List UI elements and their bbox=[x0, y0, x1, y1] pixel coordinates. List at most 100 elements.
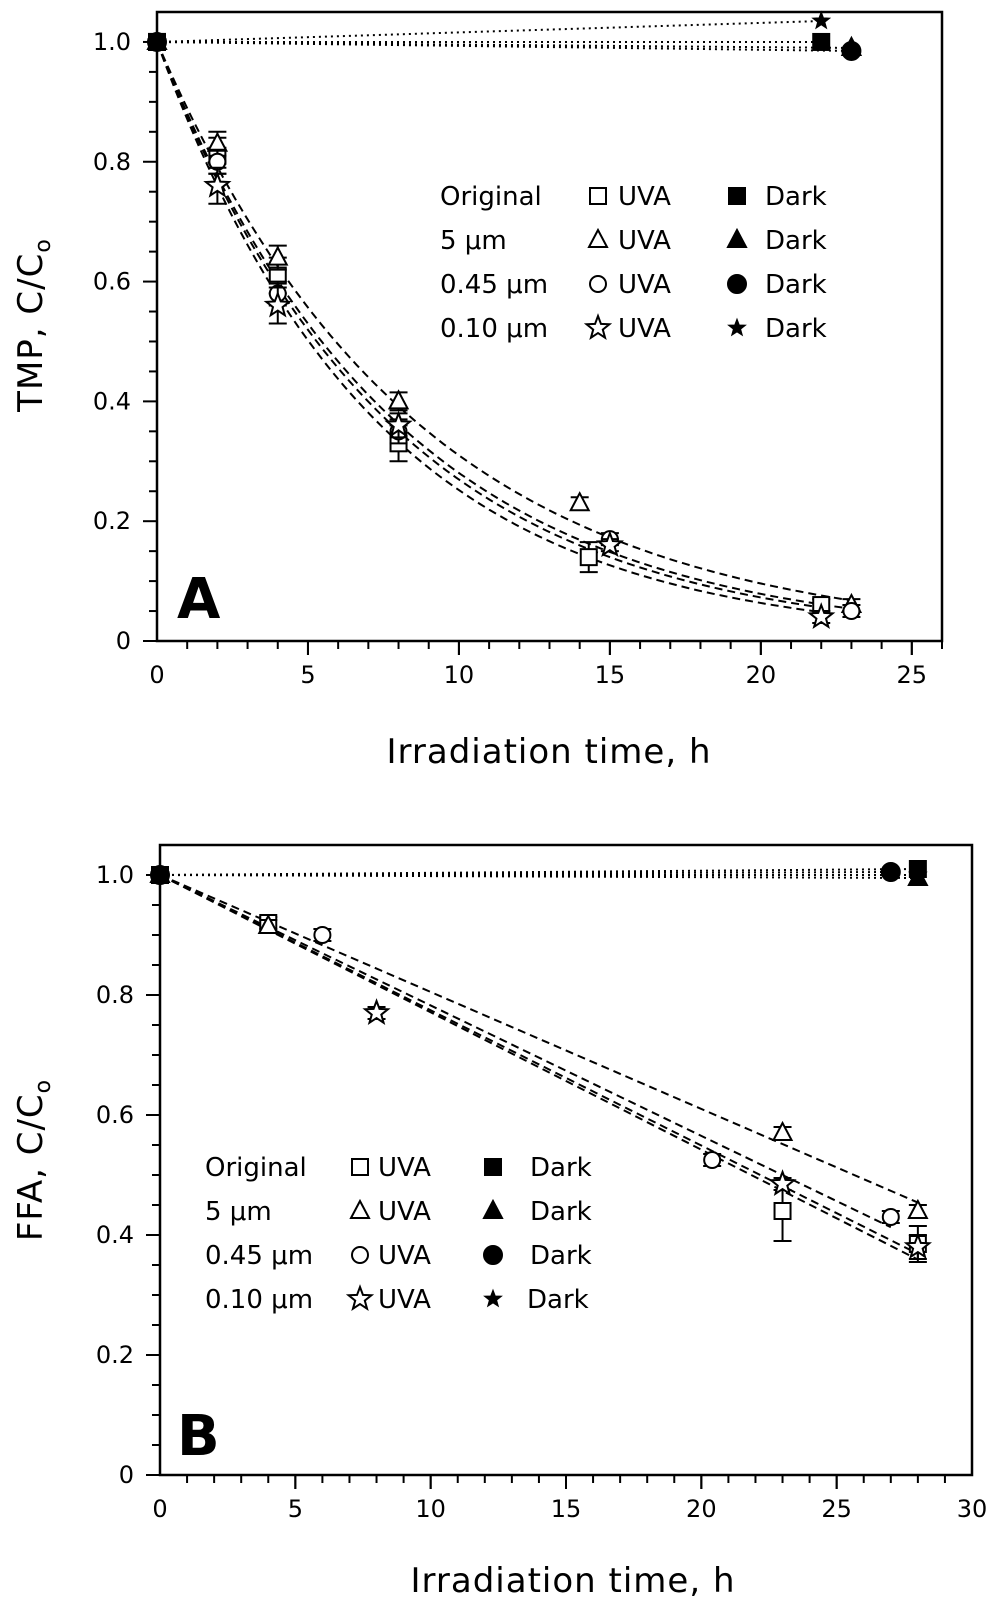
fit-line bbox=[159, 874, 892, 1229]
y-tick-label: 0.4 bbox=[93, 387, 131, 415]
legend-symbol bbox=[727, 317, 747, 337]
data-point bbox=[387, 389, 410, 410]
data-point bbox=[771, 1120, 794, 1141]
x-tick-label: 15 bbox=[551, 1495, 582, 1523]
data-point bbox=[811, 10, 832, 30]
dark-control-line bbox=[156, 19, 822, 43]
y-tick-label: 0.2 bbox=[93, 507, 131, 535]
y-tick-label: 0.8 bbox=[93, 148, 131, 176]
legend-uva-label: UVA bbox=[618, 270, 671, 300]
x-tick-label: 20 bbox=[686, 1495, 717, 1523]
data-point bbox=[206, 131, 229, 152]
legend-marker-dark bbox=[726, 227, 748, 248]
legend-filter-label: 5 μm bbox=[440, 226, 507, 256]
fit-curve bbox=[156, 41, 852, 610]
legend-uva-label: UVA bbox=[618, 182, 671, 212]
data-points bbox=[149, 860, 932, 1263]
legend-marker-uva bbox=[589, 275, 607, 293]
legend-row: 0.45 μm UVA Dark bbox=[205, 1241, 592, 1271]
y-tick-label: 0 bbox=[116, 627, 131, 655]
data-point bbox=[203, 170, 232, 198]
data-point bbox=[903, 1232, 932, 1260]
data-point bbox=[842, 602, 861, 621]
legend-filter-label: 0.10 μm bbox=[205, 1285, 313, 1315]
dark-control-line bbox=[156, 40, 852, 49]
fit-line bbox=[159, 874, 919, 1255]
y-tick-label: 1.0 bbox=[96, 861, 134, 889]
data-point bbox=[313, 926, 332, 944]
legend-filter-label: Original bbox=[440, 182, 542, 212]
legend-filter-label: 5 μm bbox=[205, 1197, 272, 1227]
panel-label: B bbox=[177, 1404, 220, 1469]
legend-marker-uva bbox=[583, 313, 613, 341]
legend-row: 5 μm UVA Dark bbox=[440, 226, 827, 256]
data-point bbox=[267, 245, 289, 266]
legend-row: 0.10 μm UVA Dark bbox=[205, 1284, 589, 1315]
x-tick-label: 5 bbox=[288, 1495, 303, 1523]
y-axis-title: TMP, C/Co bbox=[11, 238, 56, 413]
data-point bbox=[773, 1202, 792, 1220]
legend-marker-dark bbox=[483, 1245, 503, 1265]
legend-dark-label: Dark bbox=[530, 1197, 592, 1227]
legend-marker-uva bbox=[349, 1198, 371, 1219]
legend-marker-uva bbox=[345, 1284, 375, 1312]
y-tick-label: 0.8 bbox=[96, 981, 134, 1009]
legend-symbol bbox=[483, 1288, 503, 1308]
legend-row: 0.10 μm UVA Dark bbox=[440, 313, 827, 344]
data-point bbox=[579, 548, 598, 567]
data-point bbox=[880, 862, 901, 882]
y-tick-label: 0.6 bbox=[96, 1101, 134, 1129]
x-axis-title: Irradiation time, h bbox=[411, 1561, 736, 1601]
data-point bbox=[907, 1198, 929, 1219]
legend-symbol bbox=[727, 274, 747, 294]
data-point bbox=[257, 913, 279, 934]
legend-marker-dark bbox=[483, 1288, 503, 1308]
y-tick-label: 0.6 bbox=[93, 268, 131, 296]
legend-uva-label: UVA bbox=[378, 1285, 431, 1315]
y-tick-label: 0.4 bbox=[96, 1221, 134, 1249]
panel-label: A bbox=[177, 567, 221, 632]
legend-uva-label: UVA bbox=[618, 314, 671, 344]
legend-symbol bbox=[484, 1158, 502, 1176]
fit-curve bbox=[156, 41, 822, 614]
data-point bbox=[841, 40, 862, 61]
legend-symbol bbox=[349, 1198, 371, 1219]
legend-row: 5 μm UVA Dark bbox=[205, 1197, 592, 1227]
legend-marker-uva bbox=[351, 1246, 369, 1264]
fit-curve bbox=[156, 41, 822, 609]
legend-row: 0.45 μm UVA Dark bbox=[440, 270, 827, 300]
legend-dark-label: Dark bbox=[765, 182, 827, 212]
legend-dark-label: Dark bbox=[765, 270, 827, 300]
legend-dark-label: Dark bbox=[530, 1153, 592, 1183]
legend-marker-dark bbox=[484, 1158, 502, 1176]
legend-symbol bbox=[482, 1198, 504, 1219]
legend: Original UVA Dark 5 μm UVA Dark 0.45 μm … bbox=[205, 1153, 592, 1315]
y-tick-label: 0 bbox=[119, 1461, 134, 1489]
legend-symbol bbox=[728, 187, 746, 205]
chart-panel-a: A Irradiation time, h TMP, C/Co Original… bbox=[11, 10, 944, 772]
data-point bbox=[812, 32, 831, 51]
legend-symbol bbox=[726, 227, 748, 248]
y-axis-title: FFA, C/Co bbox=[11, 1079, 56, 1241]
axis-ticks: 0 5 10 15 20 25 0 0.2 0.4 0.6 0.8 1.0 bbox=[93, 28, 943, 689]
data-point bbox=[362, 998, 391, 1026]
legend-dark-label: Dark bbox=[765, 226, 827, 256]
data-points bbox=[146, 10, 863, 630]
data-point bbox=[569, 491, 591, 512]
legend-dark-label: Dark bbox=[765, 314, 827, 344]
fit-line bbox=[159, 874, 919, 1261]
x-tick-label: 15 bbox=[595, 661, 626, 689]
x-tick-label: 0 bbox=[152, 1495, 167, 1523]
legend-symbol bbox=[587, 227, 609, 248]
legend-dark-label: Dark bbox=[527, 1285, 589, 1315]
legend-marker-dark bbox=[727, 274, 747, 294]
dark-control-line bbox=[156, 40, 852, 52]
legend-symbol bbox=[583, 313, 613, 341]
data-point bbox=[881, 1208, 900, 1226]
legend-symbol bbox=[351, 1246, 369, 1264]
fit-lines bbox=[159, 868, 919, 1261]
x-tick-label: 20 bbox=[746, 661, 777, 689]
legend-uva-label: UVA bbox=[378, 1241, 431, 1271]
chart-panel-b: B Irradiation time, h FFA, C/Co Original… bbox=[11, 843, 987, 1601]
